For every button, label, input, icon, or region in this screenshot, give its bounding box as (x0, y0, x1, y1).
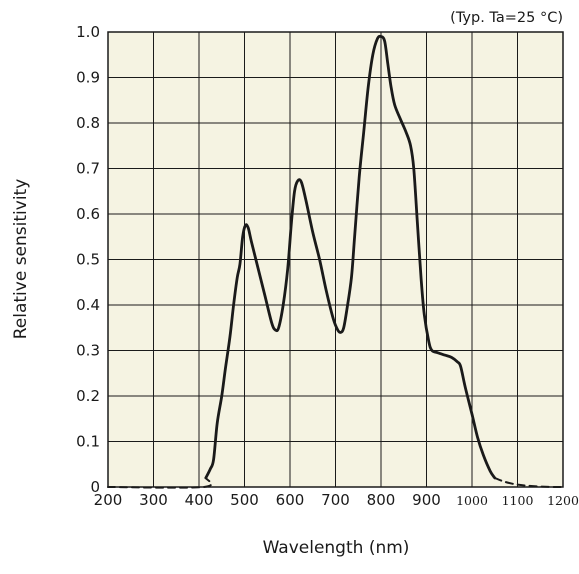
y-tick-label: 0.1 (76, 433, 100, 451)
y-tick-label: 0.9 (76, 69, 100, 87)
y-tick-label: 0.4 (76, 296, 100, 314)
y-tick-label: 0.7 (76, 160, 100, 178)
y-tick-label: 0.2 (76, 387, 100, 405)
x-axis-title: Wavelength (nm) (263, 538, 410, 558)
series-line-sensitivity (204, 34, 497, 480)
x-tick-label: 900 (412, 491, 441, 509)
x-tick-label: 800 (367, 491, 396, 509)
x-tick-label: 1200 (547, 493, 579, 508)
y-tick-labels: 0 0.1 0.2 0.3 0.4 0.5 0.6 0.7 0.8 0.9 1.0 (76, 23, 100, 496)
x-tick-labels: 200 300 400 500 600 700 800 900 1000 1100 1200 (94, 491, 579, 509)
y-tick-label: 0 (90, 478, 100, 496)
x-tick-label: 700 (321, 491, 350, 509)
x-tick-label: 600 (276, 491, 305, 509)
y-tick-label: 0.5 (76, 251, 100, 269)
x-tick-label: 1000 (456, 493, 488, 508)
x-tick-label: 400 (185, 491, 214, 509)
y-tick-label: 0.3 (76, 342, 100, 360)
x-tick-label: 300 (139, 491, 168, 509)
x-tick-label: 200 (94, 491, 123, 509)
series-line-dashed-2 (493, 476, 564, 489)
x-tick-label: 1100 (502, 493, 534, 508)
x-tick-label: 500 (230, 491, 259, 509)
y-tick-label: 1.0 (76, 23, 100, 41)
series-group (107, 34, 564, 489)
y-tick-label: 0.8 (76, 114, 100, 132)
chart-annotation: (Typ. Ta=25 °C) (450, 10, 563, 26)
y-tick-label: 0.6 (76, 205, 100, 223)
y-axis-title: Relative sensitivity (11, 179, 31, 340)
grid (108, 32, 563, 487)
series-line-dashed-1 (107, 476, 213, 489)
